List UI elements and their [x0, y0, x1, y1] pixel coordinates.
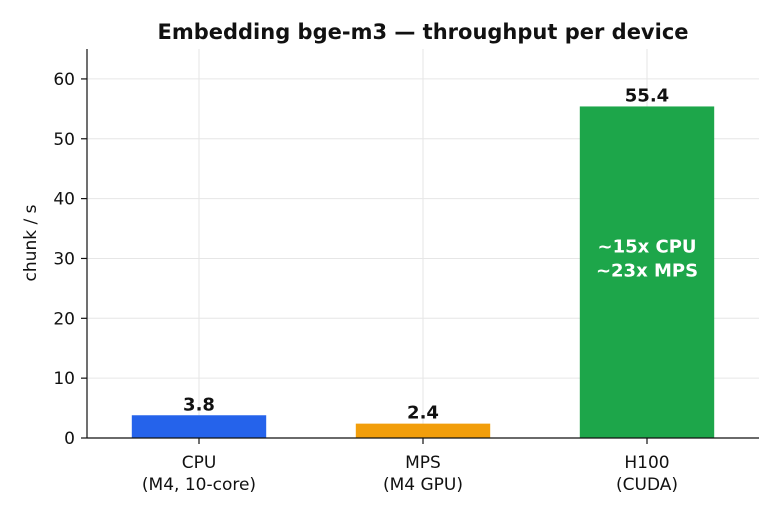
bar-2 [579, 106, 715, 439]
y-tick-label: 30 [53, 249, 75, 269]
y-tick-label: 10 [53, 369, 75, 389]
bar-annotation: ~23x MPS [596, 260, 698, 281]
data-label: 55.4 [625, 85, 669, 106]
x-tick-label: (M4, 10-core) [142, 475, 256, 495]
x-tick-label: MPS [405, 453, 441, 473]
x-tick-label: CPU [182, 453, 217, 473]
data-label: 2.4 [407, 403, 439, 424]
y-axis-label: chunk / s [21, 204, 41, 281]
y-tick-label: 40 [53, 190, 75, 210]
x-tick-label: (M4 GPU) [383, 475, 463, 495]
bar-annotation: ~15x CPU [597, 236, 696, 257]
y-tick-label: 0 [64, 429, 75, 449]
y-tick-label: 60 [53, 70, 75, 90]
x-tick-label: (CUDA) [616, 475, 678, 495]
bar-0 [131, 415, 267, 438]
bar-1 [355, 423, 491, 438]
chart-title: Embedding bge-m3 — throughput per device [157, 20, 688, 44]
y-tick-label: 50 [53, 130, 75, 150]
data-label: 3.8 [183, 394, 215, 415]
y-tick-labels: 0 10 20 30 40 50 60 [53, 70, 75, 449]
y-tick-label: 20 [53, 309, 75, 329]
x-tick-labels: CPU(M4, 10-core) MPS(M4 GPU) H100(CUDA) [142, 453, 678, 495]
data-labels: 3.8 2.4 55.4 [183, 85, 669, 423]
axes [81, 49, 759, 444]
x-tick-label: H100 [624, 453, 669, 473]
annotations: ~15x CPU ~23x MPS [596, 236, 698, 281]
bars [131, 106, 715, 439]
